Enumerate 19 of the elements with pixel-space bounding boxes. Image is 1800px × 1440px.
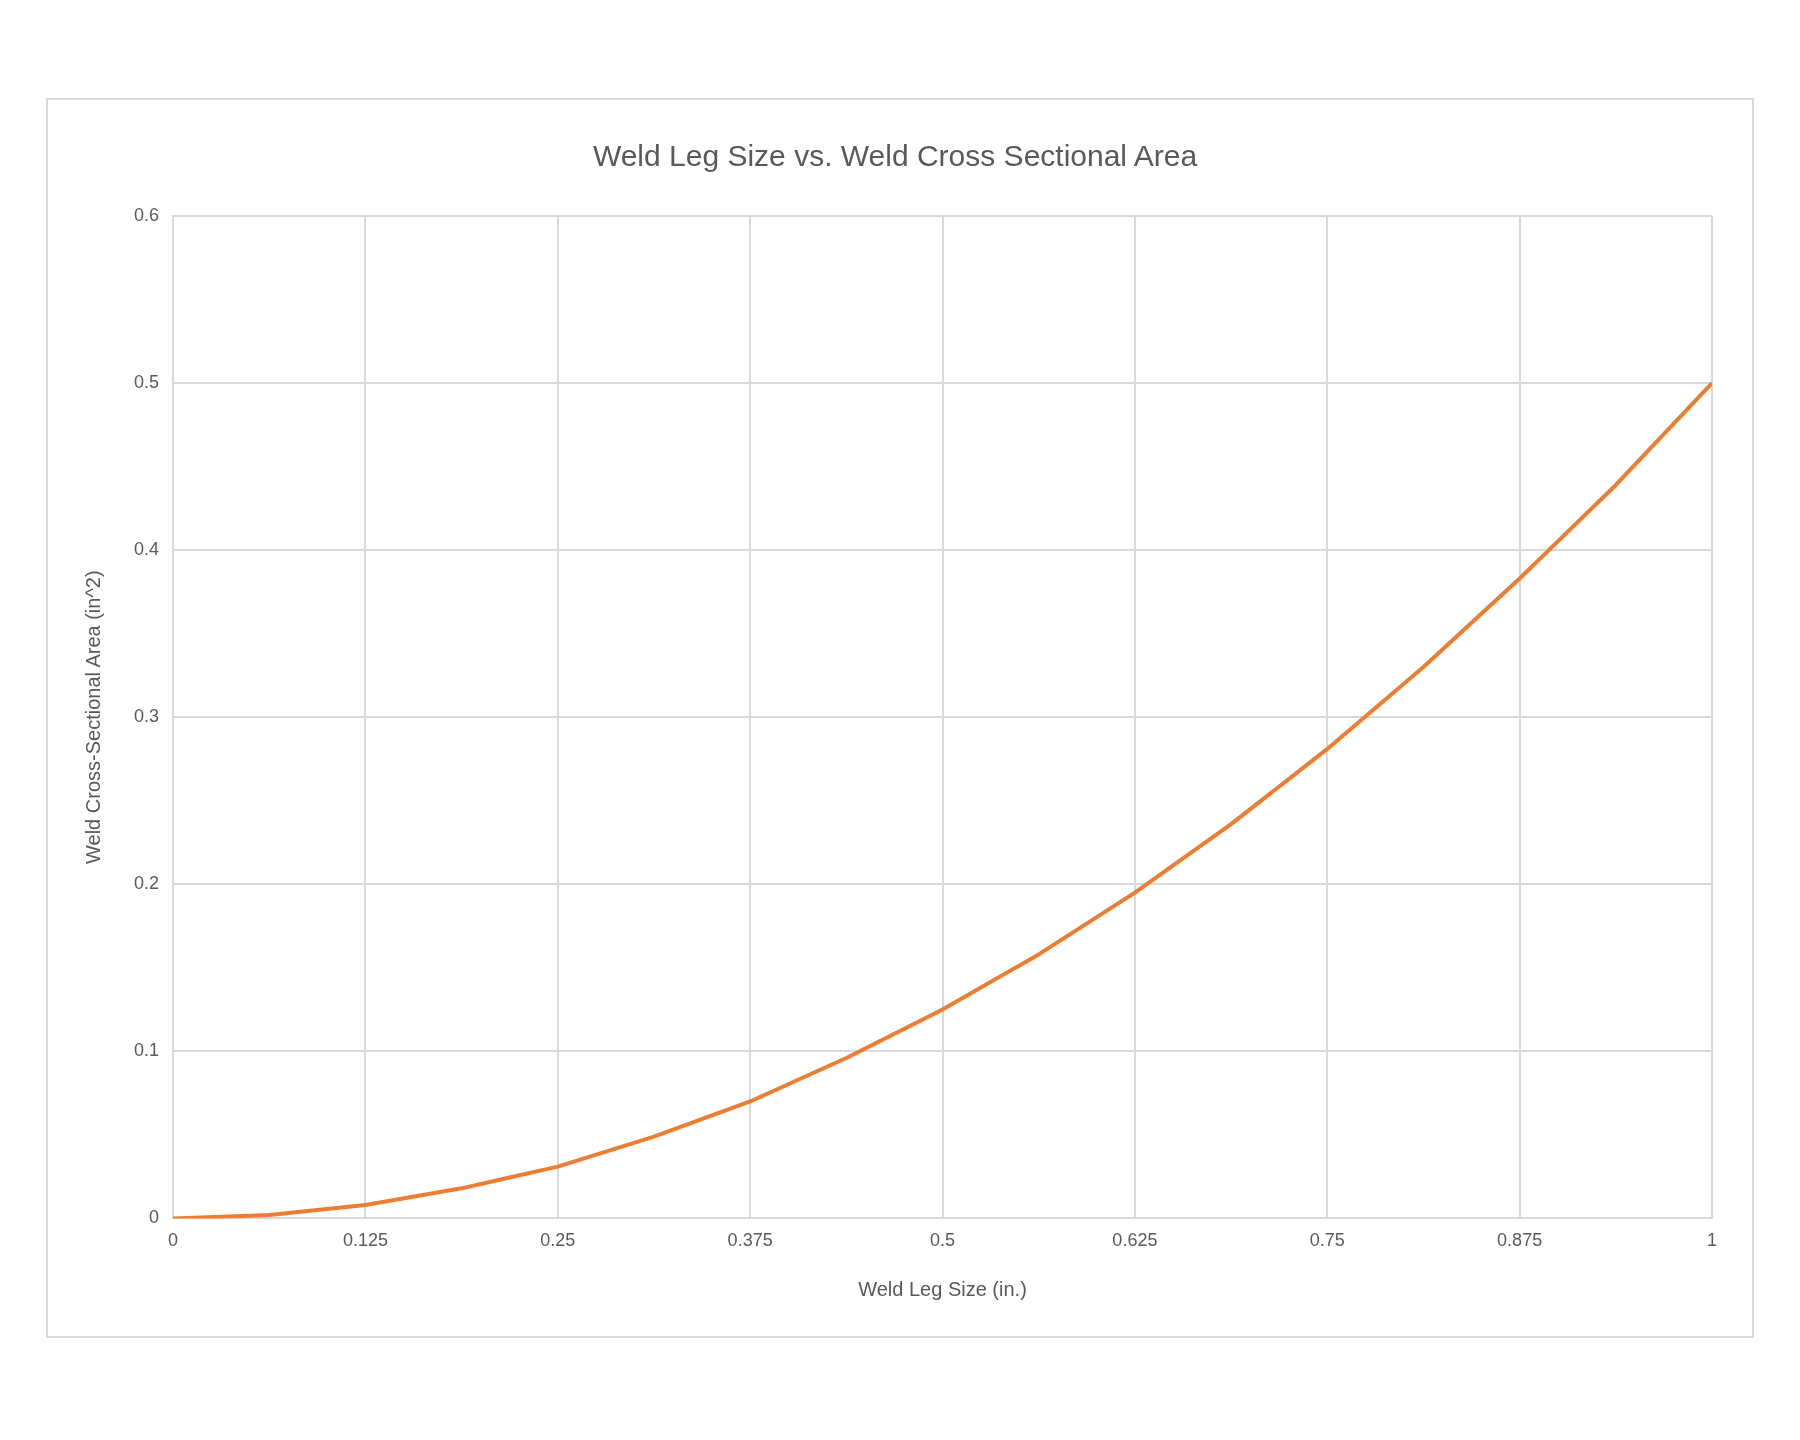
- y-tick-label: 0.3: [133, 706, 160, 727]
- x-tick-label: 0.25: [540, 1230, 576, 1251]
- y-tick-label: 0.6: [133, 204, 160, 225]
- y-tick-label: 0.5: [133, 372, 160, 393]
- x-tick-label: 0.5: [930, 1230, 956, 1251]
- x-tick-label: 1: [1706, 1230, 1718, 1251]
- x-tick-label: 0.875: [1497, 1230, 1543, 1251]
- chart-title: Weld Leg Size vs. Weld Cross Sectional Area: [592, 139, 1198, 173]
- x-axis-title: Weld Leg Size (in.): [858, 1277, 1027, 1300]
- y-tick-label: 0: [149, 1207, 160, 1228]
- x-tick-label: 0: [168, 1230, 179, 1251]
- x-tick-label: 0.75: [1309, 1230, 1345, 1251]
- x-tick-label: 0.625: [1112, 1230, 1158, 1251]
- x-tick-label: 0.125: [342, 1230, 388, 1251]
- y-tick-label: 0.4: [133, 539, 160, 560]
- x-tick-label: 0.375: [727, 1230, 773, 1251]
- y-tick-label: 0.2: [133, 873, 160, 894]
- y-tick-label: 0.1: [133, 1040, 160, 1061]
- y-axis-title: Weld Cross-Sectional Area (in^2): [81, 570, 104, 864]
